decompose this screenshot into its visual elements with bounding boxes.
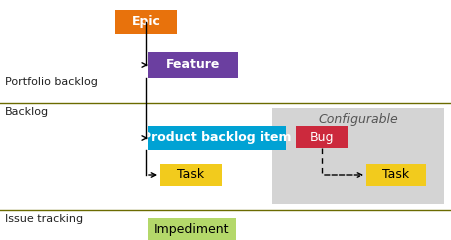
Text: Epic: Epic: [131, 16, 160, 29]
Text: Task: Task: [382, 168, 409, 181]
Bar: [295, 126, 347, 148]
Text: Bug: Bug: [309, 131, 333, 144]
Bar: [147, 218, 235, 240]
Text: Task: Task: [177, 168, 204, 181]
Text: Product backlog item: Product backlog item: [142, 132, 291, 144]
Text: Impediment: Impediment: [154, 222, 229, 235]
Bar: [272, 108, 443, 204]
Bar: [147, 52, 238, 78]
Text: Configurable: Configurable: [318, 114, 397, 126]
Text: Issue tracking: Issue tracking: [5, 214, 83, 224]
Bar: [115, 10, 177, 34]
Text: Backlog: Backlog: [5, 107, 49, 117]
Bar: [365, 164, 425, 186]
Text: Portfolio backlog: Portfolio backlog: [5, 77, 98, 87]
Bar: [160, 164, 221, 186]
Text: Feature: Feature: [166, 59, 220, 72]
Bar: [147, 126, 285, 150]
